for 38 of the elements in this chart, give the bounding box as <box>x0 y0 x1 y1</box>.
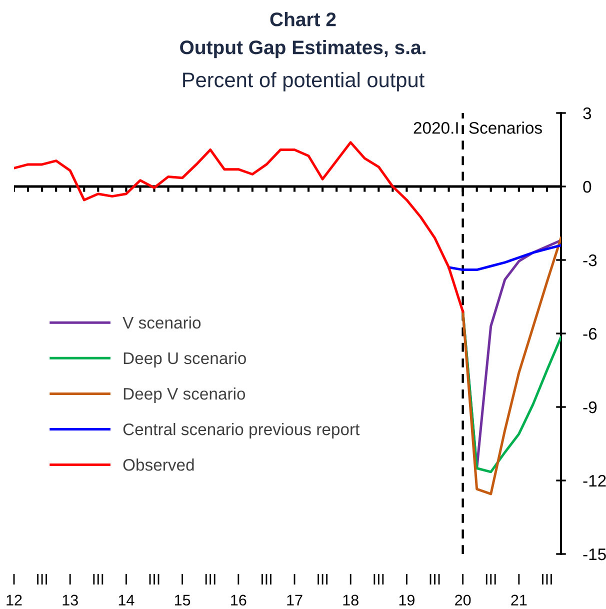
x-tick-label: I 12 <box>6 574 22 606</box>
y-tick-label: 3 <box>583 107 592 120</box>
line-series <box>448 244 561 272</box>
x-tick-label: I 19 <box>399 574 414 606</box>
chart-subtitle: Output Gap Estimates, s.a. Percent of potential output <box>180 40 426 92</box>
x-tick-label: III <box>318 574 328 585</box>
line-series <box>14 141 464 313</box>
y-tick-label: -12 <box>583 474 606 487</box>
x-tick-label: III <box>205 574 216 585</box>
y-tick-label: -3 <box>583 254 597 266</box>
legend-label: Deep V scenario <box>124 387 246 404</box>
annotation: Scenarios <box>469 122 542 134</box>
x-tick-label: I 16 <box>231 574 246 606</box>
x-tick-label: III <box>149 574 160 585</box>
y-tick-label: -15 <box>583 548 606 560</box>
legend-label: Observed <box>123 458 194 471</box>
ref-line-label: 2020.I <box>414 122 458 134</box>
legend-label: Central scenario previous report <box>123 423 360 439</box>
chart-title: Chart 2 <box>270 12 336 26</box>
x-tick-label: III <box>262 574 272 585</box>
x-tick-label: III <box>374 574 384 585</box>
y-tick-label: 0 <box>583 180 592 193</box>
y-tick-label: -9 <box>583 401 597 414</box>
x-tick-label: I 17 <box>287 574 302 606</box>
x-tick-label: I 20 <box>455 574 471 606</box>
x-tick-label: III <box>37 574 48 585</box>
x-tick-label: I 18 <box>343 574 358 606</box>
x-tick-label: III <box>486 574 496 585</box>
x-tick-label: I 21 <box>511 574 527 606</box>
x-tick-label: I 14 <box>118 574 134 606</box>
x-tick-label: I 15 <box>174 574 190 606</box>
x-tick-label: I 13 <box>62 574 78 606</box>
legend-label: V scenario <box>122 316 201 329</box>
x-tick-label: III <box>430 574 440 585</box>
x-tick-label: III <box>93 574 104 585</box>
x-tick-label: III <box>542 574 552 585</box>
y-tick-label: -6 <box>583 328 597 340</box>
legend-label: Deep U scenario <box>124 352 246 368</box>
